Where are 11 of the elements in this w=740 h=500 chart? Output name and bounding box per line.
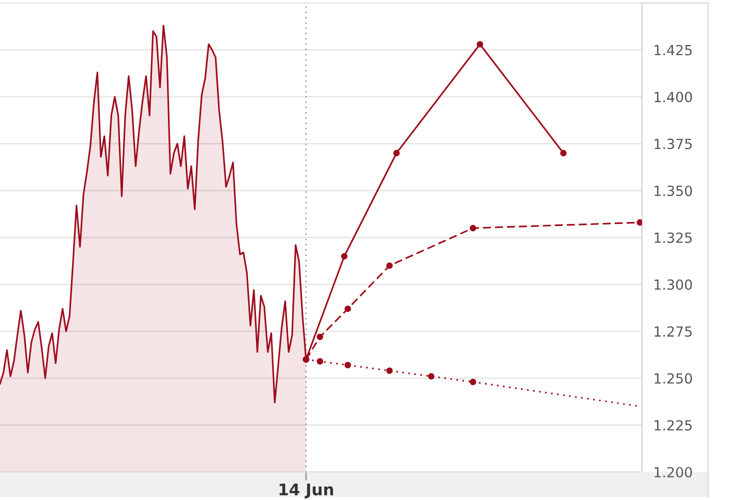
y-tick-label: 1.300	[654, 279, 692, 290]
y-tick-label: 1.375	[654, 138, 692, 150]
y-tick-label: 1.225	[654, 420, 692, 431]
y-tick-label: 1.350	[654, 186, 692, 196]
y-tick-label: 1.200	[654, 466, 692, 478]
x-tick-label: 14 Jun	[280, 484, 334, 498]
y-tick-label: 1.425	[654, 44, 692, 56]
y-tick-label: 1.275	[654, 326, 692, 337]
y-tick-label: 1.325	[654, 232, 692, 243]
y-tick-label: 1.400	[654, 92, 692, 102]
y-tick-label: 1.250	[654, 373, 692, 384]
